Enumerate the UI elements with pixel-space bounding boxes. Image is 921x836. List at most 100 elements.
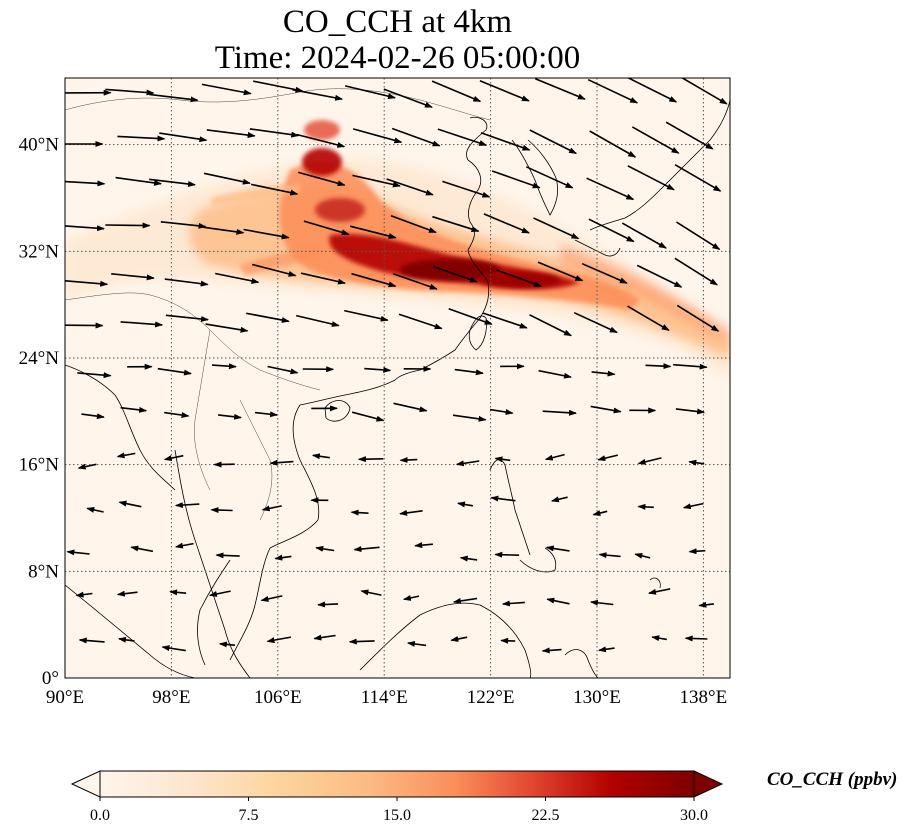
wind-arrow xyxy=(442,180,491,198)
wind-arrow xyxy=(637,503,654,510)
plume-patch-mid xyxy=(315,198,365,222)
colorbar: 0.0 7.5 15.0 22.5 30.0 xyxy=(70,770,724,824)
x-tick-label: 130°E xyxy=(573,687,621,708)
wind-arrow xyxy=(274,554,292,561)
colorbar-tick-label: 30.0 xyxy=(680,807,708,824)
wind-arrow xyxy=(208,590,231,597)
colorbar-tick-label: 0.0 xyxy=(90,807,110,824)
colorbar-ticks: 0.0 7.5 15.0 22.5 30.0 xyxy=(90,797,708,824)
plume-patch-north2 xyxy=(302,148,342,176)
wind-arrow xyxy=(589,130,637,158)
wind-arrow xyxy=(254,411,278,418)
wind-arrow xyxy=(598,552,621,559)
wind-arrow xyxy=(300,272,346,285)
wind-arrow xyxy=(483,213,530,234)
wind-arrow xyxy=(455,460,480,467)
wind-arrow xyxy=(105,222,151,229)
wind-arrow xyxy=(587,78,639,104)
wind-arrow xyxy=(198,225,245,235)
wind-arrow xyxy=(77,372,112,379)
wind-arrow xyxy=(105,88,155,96)
wind-arrow xyxy=(541,647,562,654)
concentration-field xyxy=(65,88,730,678)
wind-arrow xyxy=(490,495,516,502)
x-tick-label: 90°E xyxy=(46,687,84,708)
map-title-line2: Time: 2024-02-26 05:00:00 xyxy=(214,40,581,76)
gridlines xyxy=(65,78,730,678)
wind-arrow xyxy=(627,165,675,191)
wind-arrow xyxy=(357,456,384,463)
wind-arrow xyxy=(215,272,260,284)
wind-arrow xyxy=(164,278,209,287)
wind-arrow xyxy=(78,637,105,644)
wind-arrow xyxy=(479,80,530,102)
x-tick-label: 106°E xyxy=(254,687,302,708)
wind-arrow xyxy=(77,463,97,470)
wind-arrow xyxy=(66,549,90,556)
wind-arrow xyxy=(348,638,375,645)
wind-arrow xyxy=(201,83,252,96)
wind-arrow xyxy=(459,555,478,562)
wind-arrow xyxy=(448,308,493,325)
wind-arrow xyxy=(296,314,340,327)
wind-arrow xyxy=(350,509,369,516)
x-tick-label: 98°E xyxy=(152,687,190,708)
wind-arrow xyxy=(116,590,138,597)
colorbar-tick-label: 22.5 xyxy=(532,807,560,824)
wind-arrow xyxy=(65,225,105,232)
wind-arrow xyxy=(414,542,433,549)
wind-arrow xyxy=(494,456,511,463)
wind-arrow xyxy=(296,133,346,148)
wind-arrow xyxy=(542,409,577,416)
wind-arrow xyxy=(597,454,618,462)
y-tick-label: 8°N xyxy=(28,561,59,582)
wind-arrow xyxy=(261,505,282,512)
wind-arrow xyxy=(120,406,148,413)
wind-arrow xyxy=(534,78,586,100)
wind-arrow xyxy=(349,225,397,239)
wind-arrow xyxy=(598,646,615,653)
wind-arrow xyxy=(688,548,706,555)
wind-arrow xyxy=(65,280,109,287)
wind-arrow xyxy=(250,183,299,196)
wind-arrow xyxy=(117,135,166,142)
wind-arrow xyxy=(159,132,208,143)
wind-arrow xyxy=(621,222,667,249)
colorbar-tick-label: 7.5 xyxy=(239,807,259,824)
wind-arrow xyxy=(501,600,525,607)
wind-arrow xyxy=(118,636,135,643)
wind-arrow xyxy=(480,132,531,151)
wind-arrow xyxy=(81,413,105,420)
wind-arrow xyxy=(636,264,683,288)
x-tick-label: 122°E xyxy=(467,687,515,708)
wind-arrow xyxy=(267,365,299,375)
wind-arrow xyxy=(211,363,237,370)
wind-arrow xyxy=(452,597,478,604)
wind-arrow xyxy=(676,221,721,250)
wind-arrow xyxy=(393,402,428,413)
wind-arrow xyxy=(174,502,200,509)
wind-arrow xyxy=(496,269,543,288)
wind-arrow xyxy=(682,502,704,510)
wind-arrow xyxy=(645,363,672,370)
wind-arrow xyxy=(169,589,187,596)
wind-arrow xyxy=(402,594,420,601)
wind-arrow xyxy=(269,459,294,466)
wind-arrow xyxy=(432,265,478,283)
wind-arrow xyxy=(364,366,392,373)
wind-arrow xyxy=(161,645,186,652)
wind-arrow xyxy=(457,501,474,508)
wind-arrow xyxy=(399,509,423,516)
wind-arrow xyxy=(252,263,297,277)
wind-arrow xyxy=(627,305,670,331)
wind-arrow xyxy=(533,217,580,240)
wind-arrow xyxy=(651,635,667,642)
wind-arrow xyxy=(303,220,350,236)
wind-arrow xyxy=(680,78,728,105)
wind-arrow xyxy=(120,321,164,328)
wind-arrow xyxy=(529,314,572,337)
wind-arrow xyxy=(432,215,480,232)
wind-arrow xyxy=(203,172,251,185)
wind-arrow xyxy=(494,551,520,558)
